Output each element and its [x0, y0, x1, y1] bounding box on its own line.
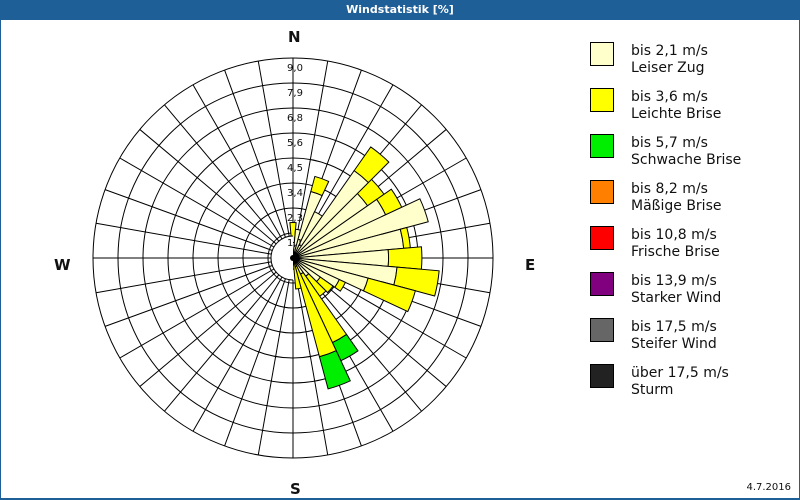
bottom-border	[0, 498, 800, 500]
wind-sectors	[289, 146, 440, 390]
legend-range: bis 10,8 m/s	[631, 227, 717, 243]
svg-text:3,4: 3,4	[287, 188, 303, 199]
compass-south: S	[290, 480, 301, 498]
legend-range: bis 8,2 m/s	[631, 181, 708, 197]
legend-swatch	[590, 180, 614, 204]
legend-swatch	[590, 272, 614, 296]
svg-text:7,9: 7,9	[287, 88, 303, 99]
legend-swatch	[590, 134, 614, 158]
legend-range: über 17,5 m/s	[631, 365, 729, 381]
legend-range: bis 17,5 m/s	[631, 319, 717, 335]
legend-label: Schwache Brise	[631, 152, 742, 168]
legend-label: Leichte Brise	[631, 106, 722, 122]
svg-text:6,8: 6,8	[287, 113, 303, 124]
legend-swatch	[590, 88, 614, 112]
legend-swatch	[590, 226, 614, 250]
chart-title: Windstatistik [%]	[0, 0, 800, 20]
legend-label: Steifer Wind	[631, 336, 717, 352]
svg-text:1,1: 1,1	[287, 238, 303, 249]
legend-label: Sturm	[631, 382, 674, 398]
svg-text:2,3: 2,3	[287, 213, 303, 224]
wind-rose: 1,1 2,3 3,4 4,5 5,6 6,8 7,9 9,0	[92, 57, 494, 459]
legend-swatch	[590, 318, 614, 342]
legend-range: bis 3,6 m/s	[631, 89, 708, 105]
chart-date: 4.7.2016	[746, 482, 791, 493]
legend-swatch	[590, 364, 614, 388]
compass-north: N	[288, 28, 301, 46]
legend-range: bis 13,9 m/s	[631, 273, 717, 289]
calm-circle	[270, 235, 296, 281]
svg-text:4,5: 4,5	[287, 163, 303, 174]
legend-label: Mäßige Brise	[631, 198, 722, 214]
legend-range: bis 2,1 m/s	[631, 43, 708, 59]
legend-label: Frische Brise	[631, 244, 720, 260]
legend-swatch	[590, 42, 614, 66]
legend-label: Leiser Zug	[631, 60, 705, 76]
legend-label: Starker Wind	[631, 290, 722, 306]
radial-tick-labels: 1,1 2,3 3,4 4,5 5,6 6,8 7,9 9,0	[287, 63, 303, 249]
legend-range: bis 5,7 m/s	[631, 135, 708, 151]
svg-text:9,0: 9,0	[287, 63, 303, 74]
compass-east: E	[525, 256, 536, 274]
compass-west: W	[54, 256, 71, 274]
svg-text:5,6: 5,6	[287, 138, 303, 149]
